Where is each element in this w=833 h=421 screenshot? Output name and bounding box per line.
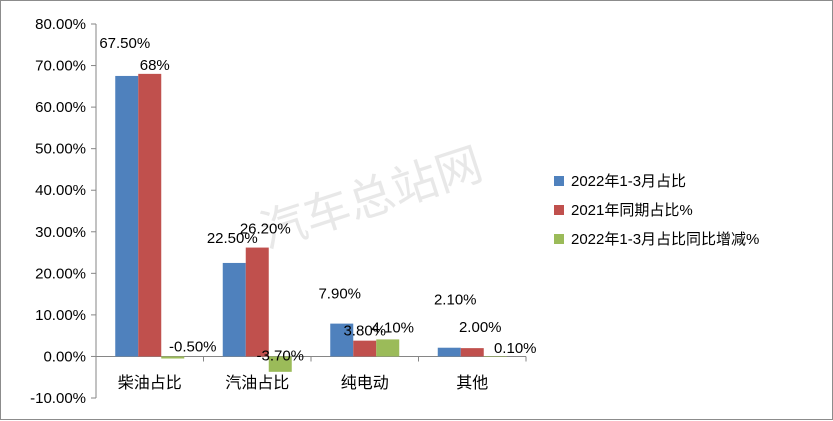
y-tick-label: 20.00% (35, 265, 86, 282)
bar (437, 347, 461, 357)
data-label: -0.50% (169, 338, 217, 355)
bar (222, 262, 246, 357)
bar (376, 339, 400, 357)
bar (161, 356, 185, 359)
data-label: -3.70% (256, 347, 304, 364)
y-tick-label: -10.00% (30, 390, 86, 407)
legend-label: 2022年1-3月占比同比增减% (571, 231, 759, 248)
legend-swatch (554, 205, 564, 215)
data-label: 4.10% (371, 319, 414, 336)
bar (268, 356, 292, 372)
y-tick-label: 70.00% (35, 58, 86, 75)
data-label: 22.50% (207, 230, 258, 247)
data-label: 2.00% (459, 319, 502, 336)
bar (115, 75, 139, 357)
bar (483, 356, 507, 357)
bar (353, 340, 377, 357)
y-tick-label: 60.00% (35, 99, 86, 116)
data-label: 26.20% (240, 221, 291, 238)
y-tick-label: 40.00% (35, 182, 86, 199)
y-tick-label: 30.00% (35, 224, 86, 241)
y-tick-label: 50.00% (35, 141, 86, 158)
y-tick-label: 80.00% (35, 16, 86, 33)
watermark-text: 汽车总站网 (253, 137, 488, 259)
category-label: 其他 (456, 373, 488, 392)
bar (138, 73, 162, 357)
legend-label: 2021年同期占比% (571, 202, 693, 219)
bar (245, 247, 269, 357)
category-label: 汽油占比 (225, 373, 289, 392)
bar (330, 323, 354, 357)
legend-label: 2022年1-3月占比 (571, 173, 686, 190)
data-label: 68% (140, 57, 170, 74)
legend-swatch (554, 176, 564, 186)
legend-swatch (554, 234, 564, 244)
bar (460, 348, 484, 357)
data-label: 7.90% (318, 286, 361, 303)
category-label: 纯电动 (341, 373, 389, 392)
data-label: 0.10% (494, 340, 537, 357)
y-tick-label: 10.00% (35, 307, 86, 324)
category-label: 柴油占比 (118, 373, 182, 392)
data-label: 2.10% (434, 292, 477, 309)
data-label: 3.80% (343, 323, 386, 340)
y-tick-label: 0.00% (43, 348, 86, 365)
data-label: 67.50% (99, 35, 150, 52)
